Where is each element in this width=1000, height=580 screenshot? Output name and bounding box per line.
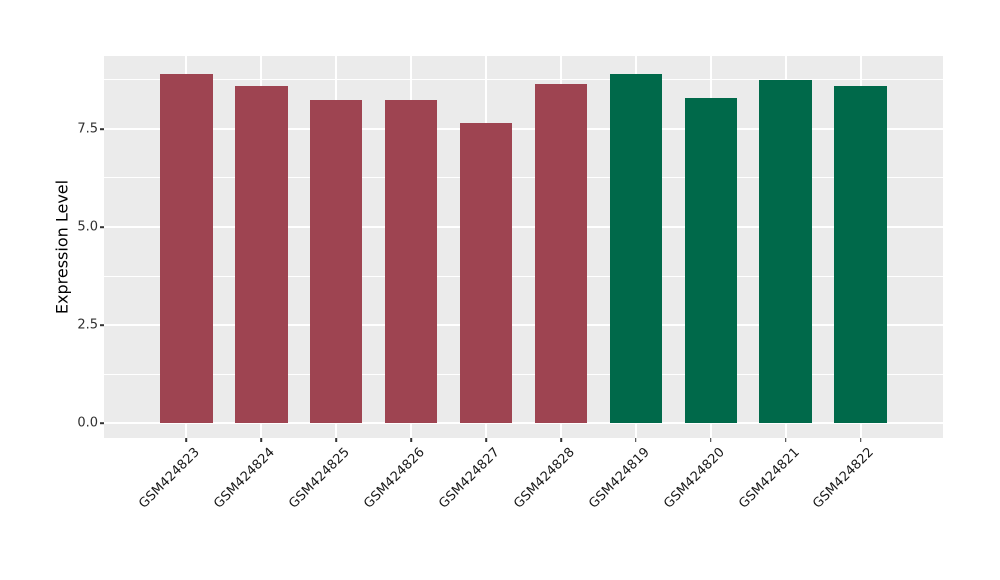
x-tick-label-GSM424820: GSM424820 — [660, 445, 728, 512]
x-tick-label-GSM424824: GSM424824 — [211, 445, 278, 512]
x-tick-mark-GSM424826 — [410, 438, 412, 442]
bar-GSM424820 — [684, 97, 737, 424]
bar-GSM424819 — [609, 74, 663, 424]
y-tick-mark-2.5 — [100, 324, 104, 326]
x-tick-label-GSM424827: GSM424827 — [436, 445, 503, 512]
x-tick-mark-GSM424825 — [335, 438, 338, 442]
x-tick-mark-GSM424821 — [784, 438, 787, 442]
bar-GSM424828 — [534, 83, 588, 424]
gridline-major-y-0 — [104, 422, 943, 425]
x-tick-label-GSM424825: GSM424825 — [286, 445, 353, 512]
y-tick-label-2.5: 2.5 — [77, 317, 98, 333]
x-tick-label-GSM424819: GSM424819 — [585, 445, 653, 512]
gridline-minor-y-3.75 — [104, 275, 943, 277]
x-tick-label-GSM424821: GSM424821 — [735, 445, 803, 512]
x-tick-label-GSM424823: GSM424823 — [136, 445, 204, 512]
bar-GSM424827 — [459, 123, 513, 424]
y-tick-label-0: 0.0 — [77, 415, 98, 431]
plot-panel — [104, 56, 943, 438]
bar-GSM424823 — [160, 74, 213, 424]
gridline-minor-y-8.75 — [104, 79, 943, 81]
y-tick-label-5: 5.0 — [77, 219, 98, 235]
gridline-major-y-5 — [104, 225, 943, 228]
x-tick-label-GSM424822: GSM424822 — [810, 445, 878, 512]
x-tick-mark-GSM424819 — [635, 438, 637, 442]
x-tick-mark-GSM424820 — [709, 438, 712, 442]
gridline-minor-y-1.25 — [104, 373, 943, 375]
bar-GSM424824 — [235, 85, 288, 424]
x-tick-mark-GSM424823 — [185, 438, 188, 442]
x-tick-mark-GSM424828 — [560, 438, 562, 442]
gridline-major-y-2.5 — [104, 324, 943, 327]
x-tick-label-GSM424826: GSM424826 — [361, 445, 428, 512]
x-tick-mark-GSM424822 — [859, 438, 862, 442]
x-tick-mark-GSM424824 — [260, 438, 263, 442]
bar-GSM424822 — [834, 85, 887, 424]
gridline-major-y-7.5 — [104, 127, 943, 130]
y-tick-label-7.5: 7.5 — [77, 121, 98, 137]
y-tick-mark-5 — [100, 226, 104, 228]
x-tick-mark-GSM424827 — [485, 438, 487, 442]
y-axis-title: Expression Level — [52, 179, 72, 315]
x-tick-label-GSM424828: GSM424828 — [510, 445, 578, 512]
y-tick-mark-0 — [100, 422, 104, 424]
bar-GSM424821 — [759, 79, 812, 424]
bar-GSM424825 — [310, 99, 363, 424]
gridline-minor-y-6.25 — [104, 177, 943, 179]
bar-GSM424826 — [384, 99, 438, 424]
y-tick-mark-7.5 — [100, 128, 104, 130]
